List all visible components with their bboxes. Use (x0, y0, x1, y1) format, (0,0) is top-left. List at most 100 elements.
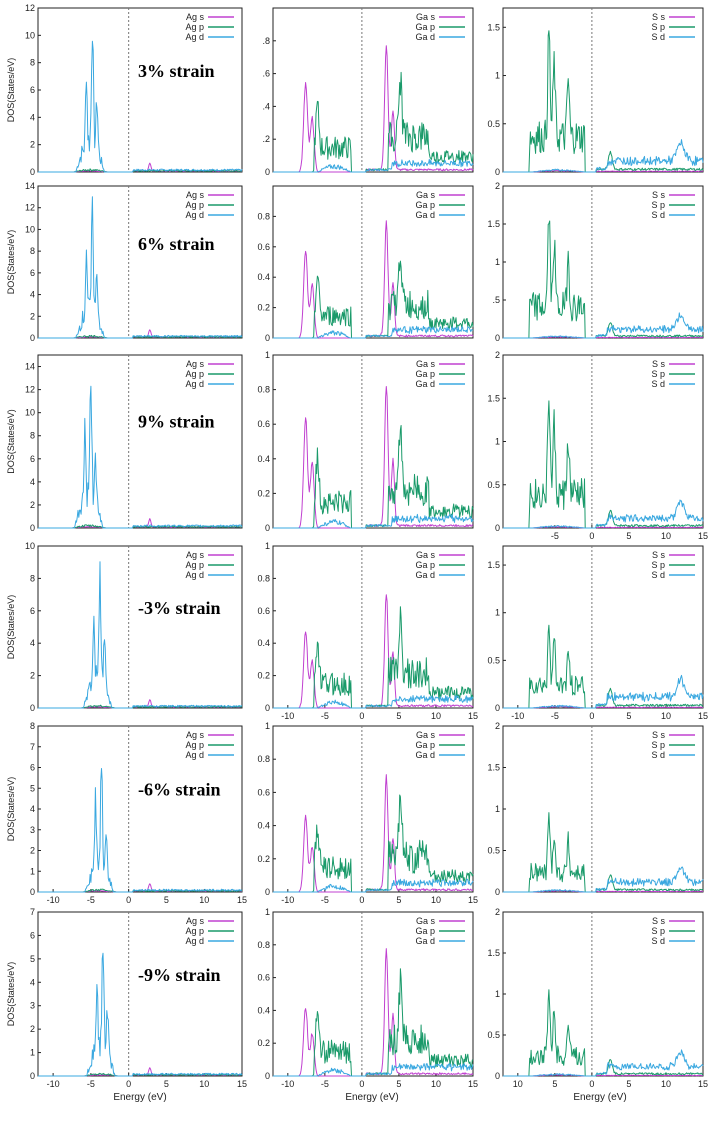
y-tick-label: 1 (495, 804, 500, 814)
y-tick-label: 0.2 (257, 488, 270, 498)
y-tick-label: 0.2 (257, 671, 270, 681)
legend-entry-label: S s (652, 730, 666, 740)
y-tick-label: 4 (30, 477, 35, 487)
x-tick-label: 5 (396, 1079, 401, 1089)
y-tick-label: .6 (262, 69, 270, 79)
series-s-p (503, 30, 704, 173)
x-tick-label: 10 (199, 1079, 209, 1089)
legend-entry-label: Ga s (416, 190, 436, 200)
legend-entry-label: Ga d (415, 750, 435, 760)
legend-entry-label: Ag p (185, 740, 204, 750)
y-tick-label: 0.6 (257, 973, 270, 983)
x-tick-label: -5 (321, 895, 329, 905)
dos-panel-ga: 0 .2 .4 .6 .8 Ga sGa pGa d (262, 7, 474, 177)
y-tick-label: 0 (495, 333, 500, 343)
series-ag-d (38, 196, 243, 339)
y-tick-label: 0.4 (257, 272, 270, 282)
y-tick-label: 0.6 (257, 242, 270, 252)
legend-entry-label: S d (651, 936, 665, 946)
dos-panel-s: 0 0.5 1 1.5 S sS pS d (487, 7, 704, 177)
series-ga-d (273, 695, 474, 709)
legend-entry-label: Ga p (415, 560, 435, 570)
dos-panel-ag: 0 2 4 6 8 10 12 14 Ag sAg pAg d 9% strain DOS(Stat… (6, 354, 243, 533)
plot-frame (502, 7, 704, 173)
dos-panel-s: 0 0.5 1 1.5 -10 -5 0 5 10 15 S sS pS d (487, 545, 708, 721)
x-tick-label: 0 (589, 711, 594, 721)
y-tick-label: .2 (262, 134, 270, 144)
y-tick-label: 0.5 (487, 846, 500, 856)
y-tick-label: 0 (30, 1071, 35, 1081)
series-ga-p (273, 794, 474, 893)
y-tick-label: 3 (30, 1001, 35, 1011)
legend-entry-label: Ag p (185, 200, 204, 210)
dos-panel-ga: 0 0.2 0.4 0.6 0.8 1 -10 -5 0 5 10 15 Ga sGa pGa d (257, 541, 478, 721)
series-ag-d (38, 385, 243, 529)
strain-label: 9% strain (138, 412, 215, 432)
y-tick-label: 4 (30, 290, 35, 300)
dos-panel-ga: 0 0.2 0.4 0.6 0.8 1 -10 -5 0 5 10 15 Ga sGa pGa d (257, 907, 478, 1089)
y-tick-label: .4 (262, 101, 270, 111)
y-tick-label: 1.5 (487, 763, 500, 773)
legend-entry-label: S d (651, 750, 665, 760)
legend-entry-label: Ga d (415, 936, 435, 946)
y-tick-label: 0.5 (487, 1030, 500, 1040)
y-tick-label: 2 (495, 907, 500, 917)
plot-frame (37, 7, 243, 173)
x-axis-labels: Energy (eV) Energy (eV) Energy (eV) (113, 1092, 626, 1103)
y-tick-label: 0 (265, 523, 270, 533)
legend-entry-label: Ga p (415, 369, 435, 379)
y-tick-label: 5 (30, 783, 35, 793)
y-tick-label: 8 (30, 58, 35, 68)
y-tick-label: 6 (30, 85, 35, 95)
x-tick-label: -10 (281, 711, 294, 721)
legend-entry-label: Ga p (415, 740, 435, 750)
legend-entry-label: Ag d (185, 210, 204, 220)
series-s-p (503, 220, 704, 339)
x-tick-label: 10 (661, 531, 671, 541)
x-tick-label: 10 (661, 711, 671, 721)
y-tick-label: 0 (495, 703, 500, 713)
series-ga-d (273, 513, 474, 529)
legend-entry-label: S s (652, 550, 666, 560)
x-tick-label: 5 (396, 895, 401, 905)
x-tick-label: 15 (468, 711, 478, 721)
y-tick-label: 10 (25, 541, 35, 551)
legend-entry-label: Ag s (186, 190, 205, 200)
y-tick-label: 0 (265, 703, 270, 713)
y-tick-label: 0.4 (257, 1005, 270, 1015)
y-tick-label: 0 (265, 333, 270, 343)
plot-frame (37, 185, 243, 339)
legend-entry-label: Ga s (416, 12, 436, 22)
x-tick-label: -10 (47, 895, 60, 905)
x-tick-label: 0 (589, 1079, 594, 1089)
y-tick-label: 0.8 (257, 754, 270, 764)
plot-frame (502, 911, 704, 1077)
x-tick-label: 15 (698, 531, 708, 541)
legend-entry-label: Ag d (185, 32, 204, 42)
legend-entry-label: Ga s (416, 359, 436, 369)
dos-panel-ag: 0 2 4 6 8 10 Ag sAg pAg d -3% strain DOS(States/… (6, 541, 243, 713)
series-s-p (503, 989, 704, 1077)
legend-entry-label: Ga d (415, 210, 435, 220)
x-tick-label: 10 (431, 1079, 441, 1089)
series-s-d (503, 674, 704, 709)
legend-entry-label: S d (651, 210, 665, 220)
y-tick-label: 1 (495, 989, 500, 999)
series-ag-d (38, 561, 243, 709)
y-tick-label: 0.4 (257, 638, 270, 648)
x-tick-label: 5 (552, 1079, 557, 1089)
plot-frame (272, 911, 474, 1077)
x-axis-label: Energy (eV) (573, 1092, 626, 1103)
x-tick-label: 5 (626, 711, 631, 721)
series-ag-d (38, 768, 243, 893)
dos-panel-s: 0 .5 1 1.5 2 S sS pS d (487, 181, 704, 343)
y-tick-label: 0 (30, 703, 35, 713)
y-tick-label: 0.6 (257, 606, 270, 616)
legend-entry-label: S s (652, 190, 666, 200)
y-tick-label: 2 (495, 721, 500, 731)
y-tick-label: 0.8 (257, 385, 270, 395)
